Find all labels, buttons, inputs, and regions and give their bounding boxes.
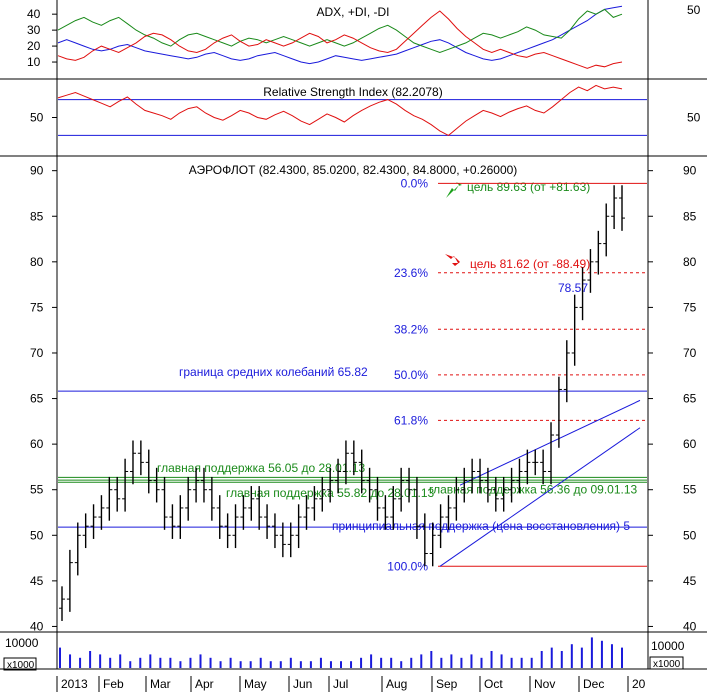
price-right-tick-label: 45: [683, 574, 697, 588]
rsi-panel-title: Relative Strength Index (82.2078): [263, 85, 442, 99]
x-axis-label: Jul: [333, 677, 348, 691]
support-line-label: принципиальная поддержка (цена восстанов…: [332, 519, 630, 533]
fib-level-label: 61.8%: [394, 413, 428, 427]
rsi-series-line: [57, 84, 623, 136]
price-right-tick-label: 90: [683, 164, 697, 178]
target-down-label: цель 81.62 (от -88.49): [470, 257, 590, 271]
volume-unit-left: x1000: [7, 660, 35, 671]
price-tick-label: 85: [30, 209, 44, 223]
price-tick-label: 75: [30, 300, 44, 314]
adx-series-di-line: [57, 8, 623, 54]
target-up-arrow-icon: [446, 182, 462, 198]
x-axis-label: Jun: [293, 677, 312, 691]
price-tick-label: 50: [30, 528, 44, 542]
x-axis-label: May: [244, 677, 267, 691]
volume-tick-left: 10000: [5, 636, 39, 650]
x-axis-label: Dec: [583, 677, 604, 691]
price-right-tick-label: 75: [683, 300, 697, 314]
price-right-tick-label: 85: [683, 209, 697, 223]
x-axis-label: 2013: [61, 677, 88, 691]
trend-channel-upper: [459, 399, 641, 486]
trend-channel-lower: [439, 427, 641, 567]
price-tick-label: 90: [30, 164, 44, 178]
adx-tick-label: 20: [27, 39, 41, 53]
target-up-label: цель 89.63 (от +81.63): [467, 180, 590, 194]
volume-unit-right: x1000: [653, 659, 681, 670]
price-tick-label: 40: [30, 619, 44, 633]
x-axis-label: 20: [632, 677, 646, 691]
adx-panel-title: ADX, +DI, -DI: [316, 5, 389, 19]
price-right-tick-label: 65: [683, 392, 697, 406]
adx-tick-label: 40: [27, 7, 41, 21]
price-right-tick-label: 60: [683, 437, 697, 451]
fib-level-label: 50.0%: [394, 368, 428, 382]
fib-level-label: 23.6%: [394, 266, 428, 280]
x-axis-label: Aug: [386, 677, 407, 691]
x-axis-label: Feb: [103, 677, 124, 691]
price-right-tick-label: 40: [683, 619, 697, 633]
adx-series-di-line: [57, 10, 623, 69]
fib-value-label: 78.57: [558, 281, 588, 295]
fib-level-label: 100.0%: [387, 559, 428, 573]
x-axis-label: Sep: [436, 677, 458, 691]
fib-level-label: 0.0%: [401, 176, 429, 190]
x-axis-label: Nov: [534, 677, 555, 691]
price-tick-label: 55: [30, 483, 44, 497]
x-axis-label: Oct: [484, 677, 503, 691]
x-axis-label: Apr: [195, 677, 214, 691]
price-tick-label: 65: [30, 392, 44, 406]
price-tick-label: 45: [30, 574, 44, 588]
adx-right-tick-label: 50: [687, 3, 701, 17]
price-right-tick-label: 55: [683, 483, 697, 497]
support-line-label: главная поддержка 56.36 до 09.01.13: [429, 482, 638, 496]
volume-unit-box-left: [3, 657, 37, 671]
adx-tick-label: 30: [27, 23, 41, 37]
target-down-arrow-icon: [445, 254, 460, 266]
x-axis-label: Mar: [150, 677, 171, 691]
rsi-right-tick-label: 50: [687, 111, 701, 125]
price-right-tick-label: 70: [683, 346, 697, 360]
price-tick-label: 70: [30, 346, 44, 360]
price-right-tick-label: 80: [683, 255, 697, 269]
adx-tick-label: 10: [27, 55, 41, 69]
volume-unit-box-right: [649, 656, 684, 670]
adx-series-adx-line: [57, 5, 623, 65]
volume-tick-right: 10000: [651, 639, 685, 653]
support-line-label: главная поддержка 56.05 до 28.01.13: [157, 461, 366, 475]
price-right-tick-label: 50: [683, 528, 697, 542]
price-tick-label: 80: [30, 255, 44, 269]
rsi-tick-label: 50: [30, 111, 44, 125]
fib-level-label: 38.2%: [394, 322, 428, 336]
support-line-label: граница средних колебаний 65.82: [179, 365, 368, 379]
price-tick-label: 60: [30, 437, 44, 451]
price-panel-title: АЭРОФЛОТ (82.4300, 85.0200, 82.4300, 84.…: [189, 163, 518, 177]
